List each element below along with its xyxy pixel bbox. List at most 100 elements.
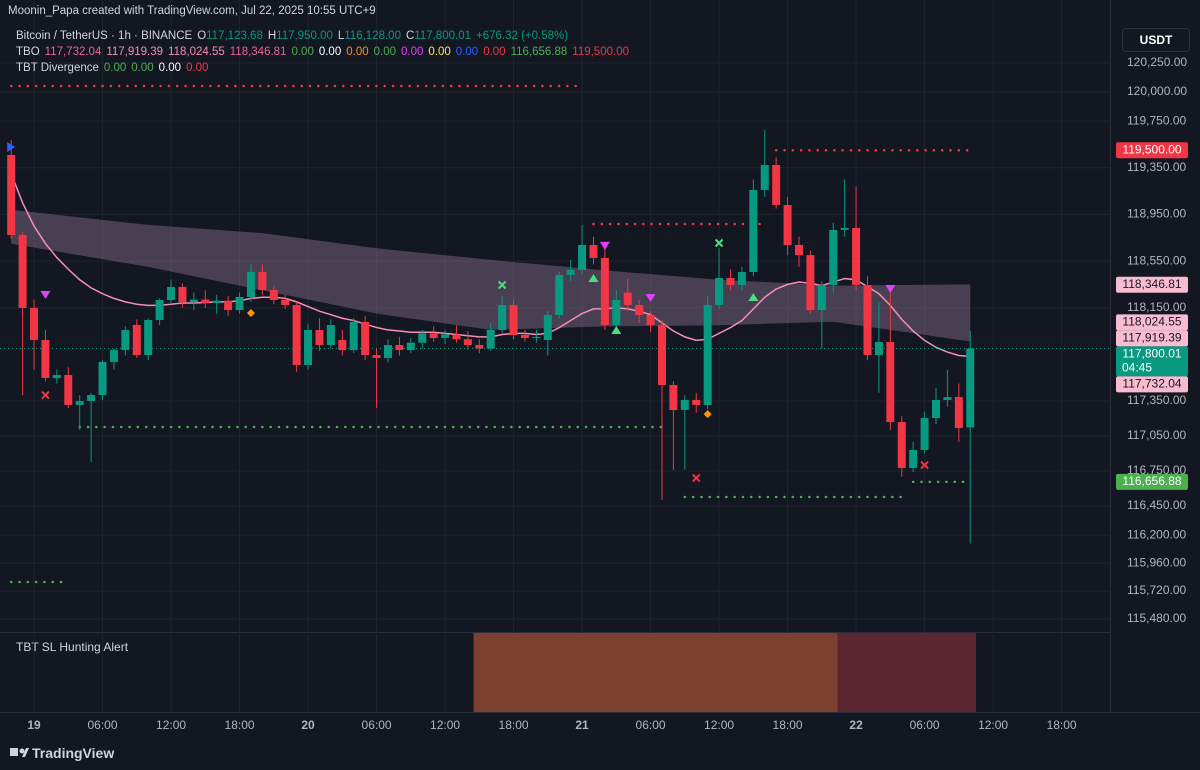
plot	[0, 84, 1110, 712]
x-tick-label: 21	[575, 718, 589, 732]
candle-body	[292, 305, 301, 365]
x-tick-label: 12:00	[430, 718, 460, 732]
candle-body	[772, 164, 781, 205]
legend-title: TBT Divergence	[16, 62, 99, 74]
y-tick-label: 119,750.00	[1127, 113, 1186, 127]
y-tick-label: 117,350.00	[1127, 393, 1186, 407]
candle-body	[418, 333, 427, 343]
price-tag	[1116, 346, 1188, 377]
legend-title: Bitcoin / TetherUS · 1h · BINANCE	[16, 30, 193, 42]
legend-value: 117,919.39	[106, 46, 164, 58]
legend-value: 0.00	[186, 62, 209, 74]
legend-value: 117,732.04	[44, 46, 102, 58]
x-tick-label: 06:00	[910, 718, 940, 732]
candle-body	[109, 350, 118, 362]
candle-body	[121, 329, 130, 351]
y-tick-label: 115,960.00	[1127, 555, 1186, 569]
legend-row: Bitcoin / TetherUS · 1h · BINANCE O117,12…	[16, 30, 568, 42]
candle-body	[966, 348, 975, 428]
candle-body	[132, 324, 141, 356]
candle-body	[749, 189, 758, 273]
signal-x	[497, 280, 507, 290]
candle-body	[715, 277, 724, 306]
candle-body	[475, 345, 484, 349]
candle-body	[167, 286, 176, 301]
price-tag-label: 118,024.55	[1122, 315, 1181, 329]
x-tick-label: 06:00	[362, 718, 392, 732]
price-tag	[1116, 276, 1188, 293]
legend-value: 117,950.00	[276, 30, 333, 42]
y-tick-label: 118,150.00	[1127, 300, 1186, 314]
legend-value: 117,123.68	[206, 30, 263, 42]
legend-row: TBO 117,732.04 117,919.39 118,024.55 118,346…	[16, 46, 629, 58]
candle-body	[954, 397, 963, 429]
panel-title: TBT SL Hunting Alert	[16, 640, 129, 654]
time-axis-border	[0, 712, 1200, 713]
candle-body	[909, 449, 918, 469]
y-tick-label: 120,250.00	[1127, 55, 1187, 69]
legend-value: 118,346.81	[229, 46, 287, 58]
candle-body	[543, 314, 552, 341]
candle-body	[589, 244, 598, 259]
candle-body	[304, 329, 313, 365]
y-tick-label: 116,200.00	[1127, 527, 1186, 541]
y-tick-label: 116,450.00	[1127, 498, 1186, 512]
candle-body	[886, 342, 895, 422]
candle-body	[943, 397, 952, 400]
price-tag-label: 118,346.81	[1122, 277, 1181, 291]
candle-body	[897, 421, 906, 469]
candle-body	[874, 342, 883, 356]
candle-body	[669, 385, 678, 410]
signal-x	[41, 390, 50, 400]
candle-body	[258, 272, 267, 290]
candle-body	[498, 305, 507, 330]
y-tick-label: 115,480.00	[1127, 611, 1186, 625]
y-tick-label: 116,750.00	[1127, 463, 1186, 477]
price-tag-label: 116,656.88	[1122, 474, 1181, 488]
candle-body	[829, 229, 838, 285]
legend-value: O	[197, 30, 207, 42]
signal-triangle-down	[40, 291, 51, 300]
candle-body	[486, 329, 495, 349]
legend-value: +676.32 (+0.58%)	[475, 30, 569, 42]
candle-body	[657, 324, 666, 386]
legend-value: 0.00	[103, 62, 127, 74]
price-tag	[1116, 142, 1188, 159]
y-tick-label: 118,950.00	[1127, 207, 1186, 221]
x-tick-label: 22	[849, 718, 863, 732]
alert-zone	[473, 633, 838, 712]
price-tag	[1116, 376, 1188, 393]
legend-value: 118,024.55	[168, 46, 225, 58]
candle-body	[246, 272, 255, 297]
candle-body	[441, 334, 450, 339]
candle-body	[315, 329, 324, 346]
candle-body	[18, 234, 27, 308]
x-tick-label: 06:00	[636, 718, 666, 732]
price-tag	[1116, 330, 1188, 347]
legend-value: 0.00	[373, 46, 397, 58]
x-tick-label: 12:00	[704, 718, 734, 732]
signal-triangle-up	[611, 325, 622, 334]
candle-body	[555, 274, 564, 315]
price-tag-label: 119,500.00	[1122, 142, 1181, 156]
legend-value: 0.00	[428, 46, 451, 58]
x-tick-label: 18:00	[225, 718, 255, 732]
currency-button[interactable]: USDT	[1122, 28, 1190, 52]
price-axis-border	[1110, 0, 1111, 712]
candle-body	[806, 255, 815, 311]
legend-value: 0.00	[318, 46, 342, 58]
candle-body	[281, 300, 290, 306]
candle-body	[372, 355, 381, 358]
candle-body	[532, 336, 541, 339]
candle-body	[635, 305, 644, 315]
y-tick-label: 117,050.00	[1127, 428, 1186, 442]
x-tick-label: 20	[301, 718, 315, 732]
signal-triangle-down	[599, 241, 610, 250]
candle-body	[920, 418, 929, 450]
candle-body	[429, 333, 438, 339]
candle-body	[737, 272, 746, 285]
candle-body	[931, 399, 940, 419]
candle-body	[144, 319, 153, 356]
candle-body	[349, 321, 358, 351]
